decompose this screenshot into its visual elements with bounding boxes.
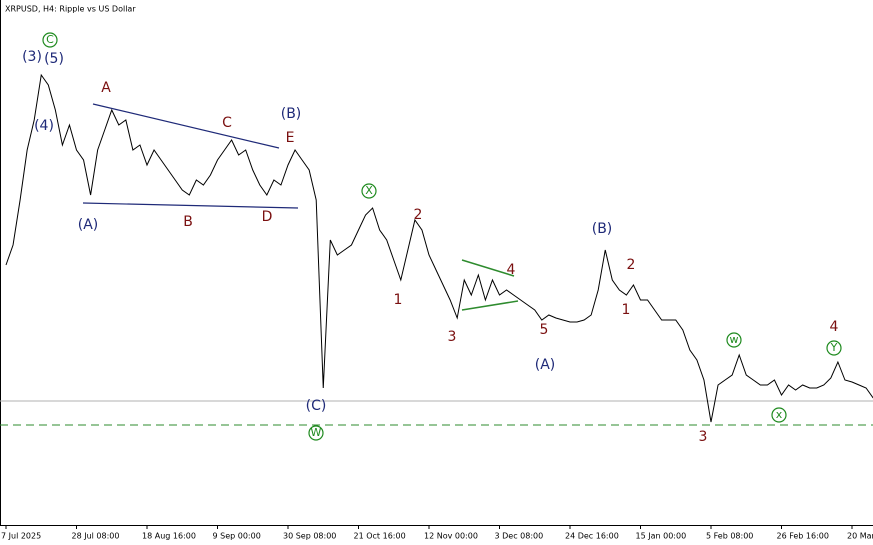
wave-label: (3) <box>22 49 42 65</box>
trend-line <box>461 300 519 311</box>
wave-label: w <box>730 333 739 346</box>
wave-label: 4 <box>507 262 516 278</box>
wave-label: (B) <box>281 106 302 122</box>
trend-line <box>92 103 280 149</box>
wave-label: A <box>101 80 111 96</box>
x-tick-label: 5 Feb 08:00 <box>706 532 753 541</box>
x-tick-label: 9 Sep 00:00 <box>213 532 261 541</box>
wave-label: 2 <box>627 257 636 273</box>
label-circle <box>726 332 742 348</box>
label-circle <box>42 32 58 48</box>
x-tick-label: 21 Oct 16:00 <box>354 532 406 541</box>
wave-label: 3 <box>448 329 457 345</box>
label-circle <box>826 340 842 356</box>
wave-label: B <box>183 214 193 230</box>
wave-label: 5 <box>540 322 549 338</box>
wave-label: (C) <box>306 398 327 414</box>
x-tick-label: 18 Aug 16:00 <box>142 532 196 541</box>
chart-title: XRPUSD, H4: Ripple vs US Dollar <box>5 5 136 14</box>
wave-label: C <box>222 115 232 131</box>
trend-line <box>461 259 515 277</box>
wave-label: E <box>286 130 295 146</box>
label-circle <box>771 407 787 423</box>
wave-label: 1 <box>622 302 631 318</box>
price-line <box>5 73 873 423</box>
x-tick-label: 30 Sep 08:00 <box>283 532 336 541</box>
x-tick-label: 26 Feb 16:00 <box>777 532 829 541</box>
x-tick-label: 7 Jul 2025 <box>1 532 41 541</box>
wave-label: D <box>262 209 273 225</box>
wave-label: (A) <box>78 217 99 233</box>
wave-label: 2 <box>414 207 423 223</box>
wave-label: Y <box>830 341 838 354</box>
x-tick-label: 15 Jan 00:00 <box>636 532 687 541</box>
wave-label: 3 <box>699 429 708 445</box>
trend-line <box>82 202 299 209</box>
wave-label: W <box>311 426 322 439</box>
wave-labels: (3) (5) C (4) A C (B) E (A) B D X 2 1 4 … <box>22 32 842 445</box>
x-tick-label: 20 Mar 0 <box>847 532 873 541</box>
wave-label: X <box>365 184 373 197</box>
wave-label: (B) <box>592 221 613 237</box>
wave-label: (4) <box>34 118 54 134</box>
wave-label: (5) <box>44 51 64 67</box>
x-tick-label: 24 Dec 16:00 <box>565 532 619 541</box>
x-tick-label: 28 Jul 08:00 <box>72 532 120 541</box>
x-tick-label: 12 Nov 00:00 <box>424 532 478 541</box>
wave-label: 4 <box>830 319 839 335</box>
wave-label: C <box>46 33 54 46</box>
x-tick-label: 3 Dec 08:00 <box>495 532 544 541</box>
wave-label: 1 <box>394 292 403 308</box>
label-circle <box>361 183 377 199</box>
wave-label: (A) <box>535 357 556 373</box>
wave-label: x <box>776 408 783 421</box>
label-circle <box>308 425 324 441</box>
